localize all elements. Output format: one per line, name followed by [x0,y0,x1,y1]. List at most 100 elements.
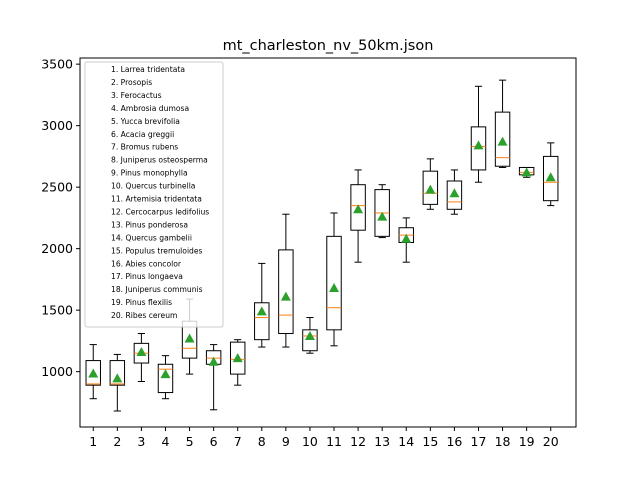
box-7 [229,339,246,386]
box-15 [422,158,439,210]
mean-marker [184,333,195,343]
box-6 [205,344,222,411]
mean-marker [329,283,340,293]
box-3 [133,333,150,382]
mean-marker [304,330,315,340]
axes-frame [79,57,577,428]
iqr-box [278,249,294,335]
x-tick-label: 15 [422,434,438,449]
x-tick-label: 5 [186,434,194,449]
box-1 [85,344,101,400]
mean-marker [232,353,243,363]
box-12 [350,169,366,263]
x-tick-label: 18 [495,434,511,449]
legend-entry: 4. Ambrosia dumosa [111,104,189,113]
x-tick-label: 10 [302,434,318,449]
box-10 [302,317,318,354]
x-tick-label: 1 [89,434,97,449]
chart-title: mt_charleston_nv_50km.json [223,38,434,54]
y-tick-label: 3500 [41,57,73,72]
legend-entry: 1. Larrea tridentata [111,65,185,74]
legend-entry: 2. Prosopis [111,78,152,87]
x-tick-label: 4 [161,434,169,449]
x-tick-label: 13 [374,434,390,449]
legend-entry: 17. Pinus longaeva [111,272,183,281]
mean-marker [353,204,364,214]
iqr-box [350,184,366,231]
legend-box [84,61,224,328]
legend-entry: 15. Populus tremuloides [111,246,203,255]
mean-marker [112,373,123,383]
mean-marker [545,172,556,182]
mean-marker [256,306,267,316]
box-4 [157,355,174,400]
y-tick-label: 1000 [41,364,73,379]
legend-entry: 16. Abies concolor [111,259,182,268]
x-tick-label: 2 [113,434,121,449]
legend-entry: 13. Pinus ponderosa [111,220,188,229]
x-tick-label: 19 [519,434,535,449]
x-tick-label: 8 [258,434,266,449]
box-14 [398,217,414,263]
x-tick-label: 12 [350,434,366,449]
iqr-box [326,235,342,331]
y-tick-label: 3000 [41,118,73,133]
legend-entry: 12. Cercocarpus ledifolius [111,207,209,216]
x-tick-label: 17 [471,434,487,449]
mean-marker [521,167,532,177]
mean-marker [160,369,171,379]
box-9 [278,213,294,348]
legend-entry: 11. Artemisia tridentata [111,195,202,204]
x-tick-label: 3 [137,434,145,449]
legend-entry: 8. Juniperus osteosperma [111,156,208,165]
legend-entry: 9. Pinus monophylla [111,169,188,178]
iqr-box [446,180,463,210]
y-tick-label: 2500 [41,180,73,195]
legend-entry: 14. Quercus gambelii [111,233,192,242]
x-tick-label: 9 [282,434,290,449]
iqr-box [229,341,246,375]
iqr-box [302,329,318,352]
mean-marker [280,291,291,301]
iqr-box [85,360,101,386]
iqr-box [254,302,270,341]
box-17 [470,85,487,183]
iqr-box [422,170,439,205]
x-tick-label: 7 [234,434,242,449]
box-20 [542,142,559,207]
legend-entry: 10. Quercus turbinella [111,182,195,191]
legend-entry: 19. Pinus flexilis [111,298,172,307]
box-2 [109,353,126,412]
mean-marker [136,346,147,356]
legend-entry: 6. Acacia greggii [111,130,174,139]
y-tick-label: 1500 [41,303,73,318]
x-tick-label: 6 [210,434,218,449]
mean-marker [497,136,508,146]
mean-marker [425,184,436,194]
y-tick-label: 2000 [41,241,73,256]
box-11 [326,212,342,347]
mean-marker [401,233,412,243]
box-19 [518,166,535,178]
x-tick-label: 14 [398,434,414,449]
legend-entry: 18. Juniperus communis [111,285,203,294]
iqr-box [470,126,487,171]
mean-marker [473,140,484,150]
x-tick-label: 20 [543,434,559,449]
iqr-box [542,155,559,202]
iqr-box [494,111,511,167]
iqr-box [109,360,126,386]
mean-marker [88,368,99,378]
mean-marker [377,211,388,221]
mean-marker [208,356,219,366]
legend-entry: 7. Bromus rubens [111,143,178,152]
box-13 [374,184,390,239]
x-tick-label: 11 [326,434,342,449]
legend-entry: 20. Ribes cereum [111,311,177,320]
iqr-box [157,363,174,394]
legend: 1. Larrea tridentata 2. Prosopis 3. Feroca… [84,61,224,328]
legend-entry: 3. Ferocactus [111,91,162,100]
box-18 [494,79,511,168]
